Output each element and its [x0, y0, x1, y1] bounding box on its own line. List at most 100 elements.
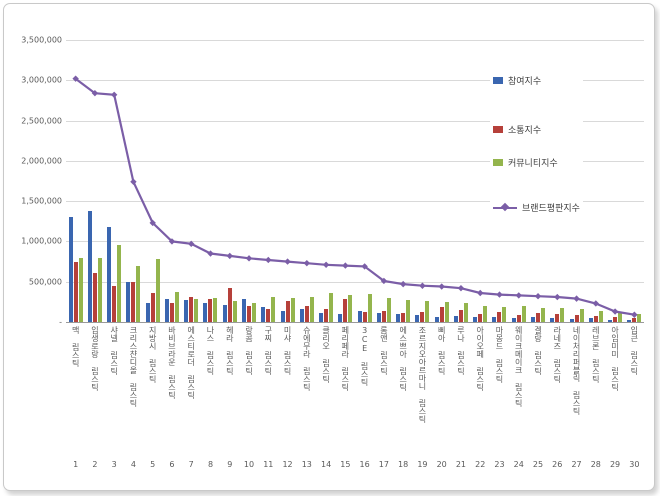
- category-label: 겔랑 립스틱: [533, 326, 543, 375]
- rank-label: 5: [150, 460, 156, 469]
- category-cell: 겔랑 립스틱: [528, 326, 547, 456]
- bar: [415, 314, 420, 322]
- bar: [87, 210, 92, 322]
- legend-item-communication: 소통지수: [490, 121, 583, 138]
- bar: [598, 310, 603, 322]
- rank-label: 27: [571, 460, 582, 469]
- legend-item-community: 커뮤니티지수: [490, 154, 583, 171]
- bar: [213, 297, 218, 322]
- rank-label: 25: [532, 460, 544, 469]
- bar: [261, 306, 266, 322]
- bar: [555, 313, 560, 322]
- bar-group: [259, 40, 278, 322]
- bar-group: [85, 40, 104, 322]
- category-label: 에스티로더 립스틱: [186, 326, 196, 399]
- category-cell: 랑콤 립스틱: [239, 326, 258, 456]
- category-cell: 샤넬 립스틱: [105, 326, 124, 456]
- rank-label: 24: [513, 460, 524, 469]
- bar: [203, 302, 208, 322]
- bar-group: [278, 40, 297, 322]
- category-label: 랑콤 립스틱: [244, 326, 254, 375]
- bar: [613, 317, 618, 322]
- rank-label: 1: [73, 460, 79, 469]
- category-cell: 미샤 립스틱: [278, 326, 297, 456]
- bar: [97, 258, 102, 322]
- rank-label: 6: [169, 460, 175, 469]
- category-label: 아이오페 립스틱: [475, 326, 485, 391]
- legend-item-brand-reputation: 브랜드평판지수: [490, 199, 583, 216]
- bar-group: [239, 40, 258, 322]
- bar: [232, 301, 237, 322]
- legend-label: 소통지수: [508, 126, 542, 136]
- rank-label: 13: [301, 460, 312, 469]
- bar: [637, 313, 642, 322]
- rank-axis: 1 2 3 4 5 6 7 8 9 10 11 12 13 14 15 16 17 18 19 20 21 22 23 24 2…: [66, 460, 644, 469]
- rank-label: 12: [282, 460, 293, 469]
- bar: [252, 302, 257, 322]
- bar: [627, 320, 632, 322]
- rank-label: 17: [378, 460, 389, 469]
- legend-label: 참여지수: [508, 77, 542, 87]
- bar: [208, 299, 213, 322]
- category-label: 레브론 립스틱: [591, 326, 601, 383]
- bar: [107, 226, 112, 322]
- category-label: 나스 립스틱: [205, 326, 215, 375]
- rank-label: 7: [188, 460, 194, 469]
- bar: [117, 245, 122, 322]
- rank-label: 29: [609, 460, 621, 469]
- category-cell: 맥 립스틱: [66, 326, 85, 456]
- legend-item-participation: 참여지수: [490, 72, 583, 89]
- bar-group: [201, 40, 220, 322]
- bar: [381, 310, 386, 322]
- bar-group: [413, 40, 432, 322]
- category-cell: 나스 립스틱: [201, 326, 220, 456]
- rank-label: 11: [263, 460, 274, 469]
- gridline: [66, 40, 644, 41]
- bar: [401, 313, 406, 322]
- bar: [376, 313, 381, 322]
- bar: [136, 265, 141, 322]
- legend-swatch-community: [493, 159, 503, 166]
- category-cell: 입큰 립스틱: [625, 326, 644, 456]
- y-tick-label: -: [59, 317, 62, 327]
- category-cell: 라네즈 립스틱: [548, 326, 567, 456]
- rank-label: 20: [436, 460, 447, 469]
- bar-group: [124, 40, 143, 322]
- bar: [588, 317, 593, 322]
- y-tick-label: 3,500,000: [21, 35, 62, 45]
- bar: [227, 288, 232, 322]
- category-cell: 레브론 립스틱: [586, 326, 605, 456]
- bar: [304, 305, 309, 322]
- category-label: 구찌 립스틱: [263, 326, 273, 375]
- category-cell: 3CE 립스틱: [355, 326, 374, 456]
- rank-label: 21: [455, 460, 467, 469]
- rank-label: 2: [92, 460, 98, 469]
- bar: [478, 313, 483, 322]
- bar: [396, 313, 401, 322]
- rank-label: 14: [320, 460, 332, 469]
- bar: [189, 297, 194, 322]
- y-tick-label: 1,500,000: [21, 196, 62, 206]
- bar: [362, 311, 367, 322]
- bar-group: [605, 40, 624, 322]
- bar: [329, 293, 334, 322]
- category-label: 입생로랑 립스틱: [90, 326, 100, 391]
- legend: 참여지수 소통지수 커뮤니티지수 브랜드평판지수: [490, 72, 583, 216]
- rank-label: 4: [130, 460, 136, 469]
- rank-label: 22: [475, 460, 486, 469]
- category-cell: 구찌 립스틱: [259, 326, 278, 456]
- category-label: 조르지오아르마니 립스틱: [417, 326, 427, 423]
- category-label: 삐아 립스틱: [437, 326, 447, 375]
- bar-group: [471, 40, 490, 322]
- category-label: 미샤 립스틱: [283, 326, 293, 375]
- category-label: 슈에무라 립스틱: [302, 326, 312, 391]
- bar: [453, 315, 458, 322]
- bar: [68, 217, 73, 322]
- y-tick-label: 2,500,000: [21, 116, 62, 126]
- rank-label: 18: [398, 460, 409, 469]
- bar: [521, 305, 526, 322]
- bar-group: [143, 40, 162, 322]
- bar-group: [162, 40, 181, 322]
- category-cell: 클리오 립스틱: [316, 326, 335, 456]
- category-cell: 바비브라운 립스틱: [162, 326, 181, 456]
